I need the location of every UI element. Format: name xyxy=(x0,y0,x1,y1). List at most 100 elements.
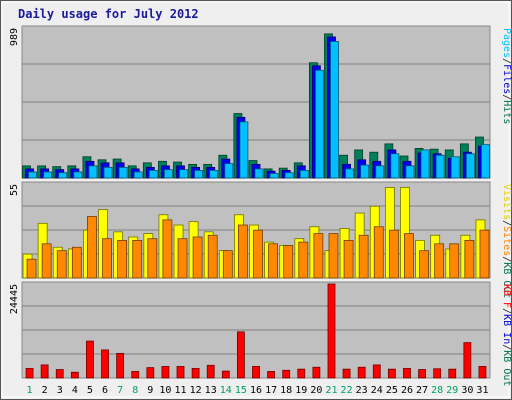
bar-bottom-kb-f-day-12 xyxy=(191,367,200,379)
bar-bottom-kb-f-day-22 xyxy=(342,368,351,379)
panel-top-ymax-label: 989 xyxy=(9,28,20,46)
x-tick-label: 18 xyxy=(280,385,292,396)
bar-bottom-kb-f-day-16 xyxy=(252,366,260,379)
x-tick-label: 7 xyxy=(117,385,123,396)
bar-top-pages-day-2 xyxy=(43,171,53,179)
x-tick-label: 12 xyxy=(190,385,202,396)
bar-top-pages-day-27 xyxy=(420,149,430,179)
panel-top-axis-legend-part: Hits xyxy=(501,100,512,124)
bar-mid-sites-day-7 xyxy=(117,239,128,279)
x-tick-label: 2 xyxy=(42,385,48,396)
bar-mid-sites-day-12 xyxy=(192,236,203,279)
x-tick-label: 11 xyxy=(174,385,186,396)
panel-mid-axis-legend-part: / xyxy=(501,256,512,262)
bar-bottom-kb-f-day-30 xyxy=(463,342,472,379)
bar-mid-sites-day-22 xyxy=(343,239,354,279)
bar-top-pages-day-20 xyxy=(314,69,324,179)
x-tick-label: 26 xyxy=(401,385,413,396)
bar-bottom-kb-f-day-18 xyxy=(282,369,291,379)
bar-mid-sites-day-24 xyxy=(373,226,384,279)
x-tick-label: 19 xyxy=(295,385,307,396)
bar-bottom-kb-f-day-8 xyxy=(131,371,140,379)
x-tick-label: 9 xyxy=(147,385,153,396)
bar-mid-sites-day-14 xyxy=(222,250,233,279)
bar-top-pages-day-6 xyxy=(103,166,113,179)
bar-mid-sites-day-31 xyxy=(479,229,490,279)
panel-mid-axis-legend-part: KB Out xyxy=(501,262,512,298)
bar-bottom-kb-f-day-9 xyxy=(146,367,155,379)
bar-bottom-kb-f-day-31 xyxy=(478,366,487,379)
bar-mid-sites-day-25 xyxy=(388,229,399,279)
bar-top-pages-day-28 xyxy=(435,154,445,179)
panel-bottom-axis-legend-part: KB F xyxy=(501,284,512,308)
x-tick-label: 4 xyxy=(72,385,78,396)
bar-bottom-kb-f-day-10 xyxy=(161,366,170,379)
bar-top-pages-day-9 xyxy=(148,170,158,179)
bar-mid-sites-day-5 xyxy=(87,216,97,279)
bar-mid-sites-day-18 xyxy=(283,245,294,279)
bar-mid-sites-day-21 xyxy=(328,233,339,279)
panel-top-axis-legend-part: / xyxy=(501,58,512,64)
bar-mid-sites-day-8 xyxy=(132,239,143,279)
bar-bottom-kb-f-day-21 xyxy=(327,283,336,379)
bar-mid-sites-day-6 xyxy=(102,238,112,279)
panel-bottom-ymax-label: 24445 xyxy=(9,284,20,314)
bar-mid-sites-day-26 xyxy=(404,233,414,279)
panel-top-axis-legend-part: / xyxy=(501,94,512,100)
bar-mid-sites-day-23 xyxy=(358,234,369,279)
bar-bottom-kb-f-day-3 xyxy=(55,369,64,379)
x-tick-label: 16 xyxy=(250,385,262,396)
bar-mid-sites-day-15 xyxy=(238,224,248,279)
bar-mid-sites-day-1 xyxy=(26,258,37,279)
x-tick-label: 10 xyxy=(159,385,171,396)
panel-mid-axis-legend-part: Sites xyxy=(501,226,512,256)
x-tick-label: 20 xyxy=(310,385,322,396)
bar-top-pages-day-5 xyxy=(88,165,98,179)
bar-top-pages-day-15 xyxy=(239,121,249,179)
bar-top-pages-day-21 xyxy=(330,41,339,179)
bar-mid-sites-day-16 xyxy=(253,229,263,279)
bar-bottom-kb-f-day-13 xyxy=(206,364,215,379)
bar-bottom-kb-f-day-25 xyxy=(387,368,396,379)
x-tick-label: 22 xyxy=(341,385,353,396)
x-tick-label: 29 xyxy=(446,385,458,396)
bar-top-pages-day-24 xyxy=(375,165,385,179)
x-tick-label: 15 xyxy=(235,385,247,396)
bar-top-pages-day-1 xyxy=(28,171,37,179)
panel-bottom-axis-legend-part: / xyxy=(501,308,512,314)
bar-top-pages-day-22 xyxy=(345,168,354,179)
x-tick-label: 27 xyxy=(416,385,428,396)
panel-mid-axis-legend: Visits/Sites/KB Out xyxy=(501,184,512,298)
bar-mid-sites-day-29 xyxy=(449,243,460,279)
x-tick-label: 17 xyxy=(265,385,277,396)
panel-bottom-axis-legend: KB F/KB In/KB Out xyxy=(501,284,512,386)
bar-top-pages-day-17 xyxy=(269,173,279,179)
bar-top-pages-day-16 xyxy=(254,168,264,179)
bar-bottom-kb-f-day-1 xyxy=(25,367,34,379)
bar-top-pages-day-4 xyxy=(73,171,83,179)
x-tick-label: 31 xyxy=(476,385,488,396)
bar-top-pages-day-3 xyxy=(58,172,68,179)
x-tick-label: 1 xyxy=(27,385,33,396)
bar-bottom-kb-f-day-27 xyxy=(418,369,426,379)
bar-top-pages-day-25 xyxy=(390,153,400,179)
x-tick-label: 13 xyxy=(205,385,217,396)
bar-mid-sites-day-3 xyxy=(56,250,67,279)
bar-mid-sites-day-2 xyxy=(41,243,52,279)
bar-bottom-kb-f-day-11 xyxy=(176,366,185,379)
x-tick-label: 21 xyxy=(325,385,337,396)
x-tick-label: 14 xyxy=(220,385,232,396)
bar-top-pages-day-10 xyxy=(164,169,173,179)
bar-bottom-kb-f-day-24 xyxy=(372,364,381,379)
chart-title: Daily usage for July 2012 xyxy=(18,7,199,21)
bar-top-pages-day-11 xyxy=(179,169,188,179)
bar-mid-sites-day-11 xyxy=(177,238,188,279)
bar-top-pages-day-31 xyxy=(481,144,490,179)
x-tick-label: 6 xyxy=(102,385,108,396)
bar-bottom-kb-f-day-28 xyxy=(433,368,442,379)
bar-top-pages-day-7 xyxy=(118,166,128,179)
bar-top-pages-day-26 xyxy=(405,165,415,179)
bar-bottom-kb-f-day-17 xyxy=(267,371,275,379)
bar-top-pages-day-12 xyxy=(194,170,204,179)
